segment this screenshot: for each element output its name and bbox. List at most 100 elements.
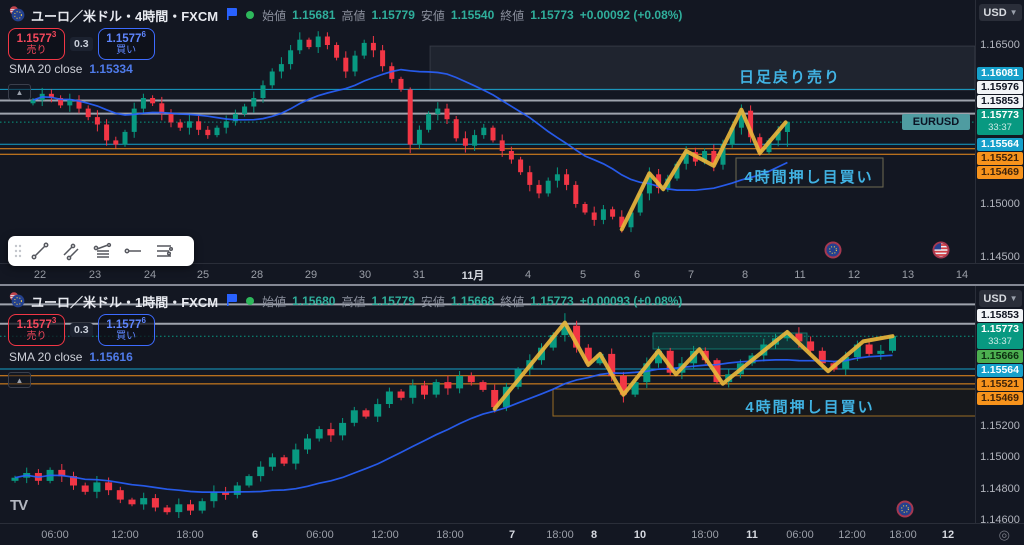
economic-event-flag-eu[interactable] [824, 241, 842, 259]
price-axis-tick: 1.14800 [980, 482, 1020, 495]
text-annotation[interactable]: 4時間押し目買い [745, 398, 874, 416]
time-axis-label: 12:00 [371, 528, 399, 541]
time-axis[interactable]: 22 23 24 25 28 29 30 31 11月 4 5 6 7 8 11 12 13 14 [0, 263, 1024, 285]
current-price-label[interactable]: 1.15773 33:37 [977, 109, 1023, 136]
time-axis-label: 8 [741, 268, 749, 281]
symbol-name-badge: EURUSD [902, 114, 970, 131]
sma-indicator-row[interactable]: SMA 20 close 1.15616 [9, 350, 133, 364]
spread-value: 0.3 [70, 323, 93, 337]
rectangle-drawing[interactable] [735, 157, 884, 188]
price-level-label[interactable]: 1.15521 [977, 151, 1023, 165]
collapse-indicators-button[interactable]: ▲ [8, 372, 31, 388]
price-axis-tick: 1.15200 [980, 420, 1020, 432]
time-axis-label: 18:00 [691, 528, 719, 541]
price-axis[interactable]: USD ▼ 1.15200 1.15000 1.14800 1.14600 1.15853… [975, 286, 1024, 526]
flag-symbol-icon[interactable] [226, 7, 238, 23]
text-annotation[interactable]: 4時間押し目買い [744, 168, 873, 186]
time-axis[interactable]: 06:00 12:00 18:00 6 06:00 12:00 18:00 7 18:00 8 10… [0, 523, 1024, 545]
parallel-channel-tool-icon[interactable] [57, 238, 85, 264]
time-axis-label: 6 [633, 268, 641, 281]
horizontal-lines-tool-icon[interactable] [150, 238, 178, 264]
price-level-label[interactable]: 1.16081 [977, 67, 1023, 81]
market-status-dot[interactable] [246, 297, 255, 305]
price-level-label[interactable]: 1.15666 [977, 350, 1023, 364]
price-level-label[interactable]: 1.15469 [977, 392, 1023, 406]
tradingview-logo[interactable]: TV [10, 497, 28, 514]
time-axis-label: 13 [901, 268, 915, 281]
buy-button[interactable]: 1.15776 買い [97, 314, 155, 346]
price-chart-1h[interactable]: 4時間押し目買い [0, 286, 975, 522]
pitchfork-tool-icon[interactable] [88, 238, 116, 264]
price-axis-tick: 1.15000 [980, 451, 1020, 464]
time-axis-label: 11 [746, 528, 758, 541]
zigzag-drawing[interactable] [619, 107, 788, 232]
price-level-label[interactable]: 1.15853 [977, 309, 1023, 323]
chart-pane-1h: 4時間押し目買い ユーロ／米ドル・1時間・FXCM 始値 1.15680 高値 1.… [0, 286, 1024, 545]
price-chart-4h[interactable]: 日足戻り売り 4時間押し目買い [0, 0, 975, 262]
time-axis-label: 25 [196, 268, 210, 281]
economic-event-flag-us[interactable] [932, 241, 950, 259]
open-value: 1.15681 [292, 8, 336, 22]
time-axis-label: 06:00 [41, 528, 69, 541]
horizontal-ray-tool-icon[interactable] [119, 238, 147, 264]
economic-event-flag-eu[interactable] [896, 500, 914, 518]
price-level-label[interactable]: 1.15976 [977, 81, 1023, 95]
time-axis-label: 18:00 [889, 528, 917, 541]
change-value: +0.00093 (+0.08%) [579, 294, 683, 308]
low-label: 安値 [420, 8, 445, 23]
trend-line-tool-icon[interactable] [26, 238, 54, 264]
time-axis-label: 7 [687, 268, 695, 281]
time-axis-label: 12 [941, 528, 955, 541]
price-axis-tick: 1.14500 [980, 251, 1020, 263]
price-level-label[interactable]: 1.15564 [977, 137, 1023, 151]
timezone-settings-icon[interactable]: ◎ [998, 526, 1010, 542]
sma-value: 1.15334 [89, 62, 133, 76]
sma-line[interactable] [14, 354, 893, 494]
low-value: 1.15668 [450, 294, 495, 308]
sell-button[interactable]: 1.15773 売り [8, 28, 65, 60]
time-axis-label: 23 [88, 268, 102, 281]
currency-selector[interactable]: USD ▼ [979, 290, 1022, 307]
time-axis-label: 12:00 [838, 528, 866, 541]
change-value: +0.00092 (+0.08%) [579, 8, 683, 22]
current-price-label[interactable]: 1.15773 33:37 [977, 323, 1023, 350]
symbol-title[interactable]: ユーロ／米ドル・4時間・FXCM [31, 8, 219, 24]
pane-divider[interactable] [0, 284, 1024, 286]
time-axis-label: 7 [508, 528, 516, 541]
symbol-pair-icon[interactable] [8, 5, 25, 25]
time-axis-label: 12 [847, 268, 861, 281]
time-axis-label: 11 [794, 268, 806, 281]
time-axis-label: 14 [955, 268, 969, 281]
toolbar-drag-handle[interactable] [13, 244, 23, 258]
zigzag-drawing[interactable] [492, 320, 895, 411]
price-level-label[interactable]: 1.15564 [977, 364, 1023, 378]
price-level-label[interactable]: 1.15853 [977, 95, 1023, 109]
price-axis[interactable]: USD ▼ 1.16500 1.15000 1.14500 1.16081 1.15976… [975, 0, 1024, 263]
symbol-pair-icon[interactable] [8, 291, 25, 311]
time-axis-label: 29 [304, 268, 318, 281]
chart-legend: ユーロ／米ドル・1時間・FXCM 始値 1.15680 高値 1.15779 安値 1… [8, 291, 682, 311]
collapse-indicators-button[interactable]: ▲ [8, 84, 31, 100]
price-level-label[interactable]: 1.15521 [977, 378, 1023, 392]
market-status-dot[interactable] [246, 11, 255, 19]
time-axis-label: 6 [251, 528, 259, 541]
open-label: 始値 [262, 294, 287, 309]
sell-button[interactable]: 1.15773 売り [8, 314, 65, 346]
time-axis-label: 10 [633, 528, 647, 541]
rectangle-drawing[interactable] [429, 45, 975, 91]
time-axis-label: 18:00 [176, 528, 204, 541]
text-annotation[interactable]: 日足戻り売り [739, 68, 841, 86]
time-axis-label: 11月 [461, 269, 485, 282]
flag-symbol-icon[interactable] [226, 293, 238, 309]
close-value: 1.15773 [530, 294, 574, 308]
time-axis-label: 22 [33, 268, 47, 281]
currency-selector[interactable]: USD ▼ [979, 4, 1022, 21]
sma-indicator-row[interactable]: SMA 20 close 1.15334 [9, 62, 133, 76]
symbol-title[interactable]: ユーロ／米ドル・1時間・FXCM [31, 294, 219, 310]
low-label: 安値 [420, 294, 445, 309]
buy-button[interactable]: 1.15776 買い [97, 28, 155, 60]
trade-buttons: 1.15773 売り 0.3 1.15776 買い [8, 314, 155, 346]
sma-label: SMA 20 close [9, 350, 83, 364]
price-level-label[interactable]: 1.15469 [977, 165, 1023, 179]
